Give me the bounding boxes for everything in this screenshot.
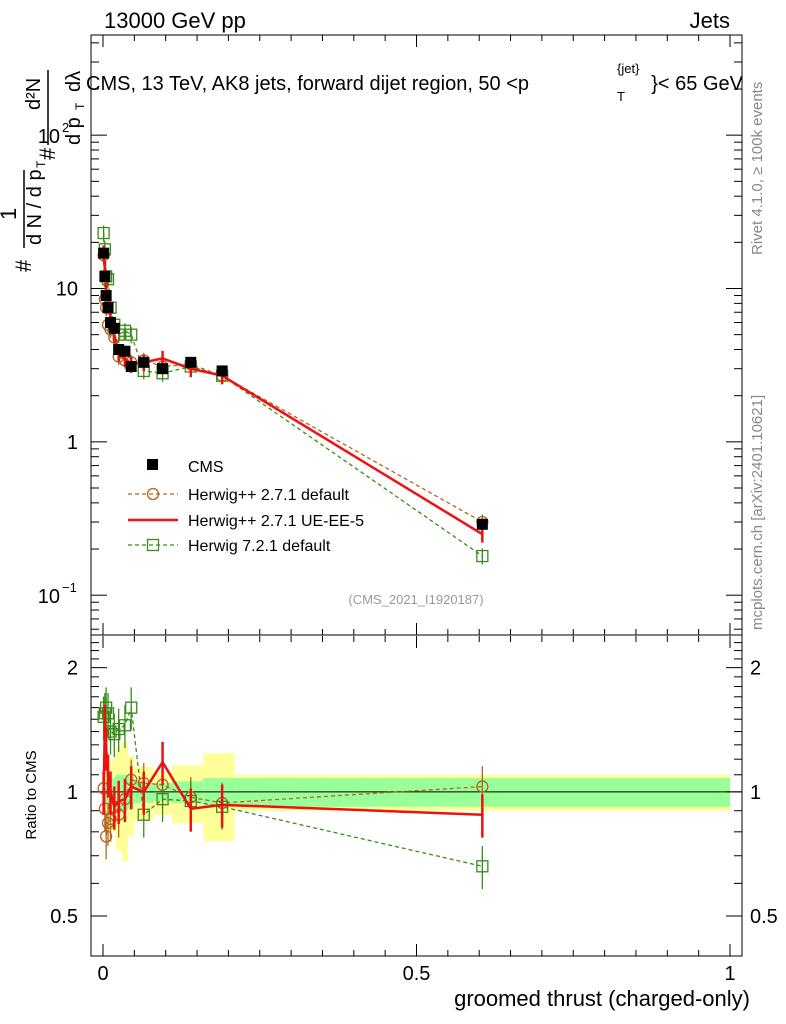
y-axis-label-ratio: Ratio to CMS xyxy=(23,750,40,839)
ratio-point-herwig7 xyxy=(125,701,138,714)
x-tick-label: 0 xyxy=(97,963,108,985)
svg-text:dλ: dλ xyxy=(63,71,85,92)
ratio-point-herwig7 xyxy=(112,722,125,736)
plot-title-sub: T xyxy=(617,89,625,104)
y-tick-label-exponent: 2 xyxy=(62,120,69,135)
ratio-point-herwig_default xyxy=(476,780,489,793)
legend-label-herwig-default: Herwig++ 2.7.1 default xyxy=(188,487,350,504)
legend-label-herwig-ueee5: Herwig++ 2.7.1 UE-EE-5 xyxy=(188,513,364,530)
legend-label-herwig7: Herwig 7.2.1 default xyxy=(188,538,331,555)
legend-marker-cms xyxy=(147,459,158,470)
point-herwig7 xyxy=(97,226,110,240)
point-cms xyxy=(216,365,228,377)
svg-text:1: 1 xyxy=(0,208,21,220)
point-cms xyxy=(102,302,114,314)
ratio-y-tick-label: 1 xyxy=(67,782,78,804)
point-cms xyxy=(185,356,197,368)
analysis-id: (CMS_2021_I1920187) xyxy=(348,592,483,607)
series-line-herwig_default xyxy=(102,255,483,523)
point-cms xyxy=(125,361,137,373)
ratio-y-tick-label-right: 1 xyxy=(750,782,761,804)
point-cms xyxy=(138,356,150,368)
point-cms xyxy=(100,290,112,302)
svg-text:d²N: d²N xyxy=(23,78,45,110)
mcplots-label: mcplots.cern.ch [arXiv:2401.10621] xyxy=(749,395,766,630)
legend: CMS Herwig++ 2.7.1 default Herwig++ 2.7.… xyxy=(128,459,364,555)
svg-text:T: T xyxy=(34,160,48,168)
y-tick-label-exp: 10 xyxy=(38,126,60,148)
ratio-point-herwig7 xyxy=(156,793,169,806)
point-cms xyxy=(108,322,120,334)
y-axis-label-main: # 1 d N / d p T # d²N d p T dλ xyxy=(0,70,87,272)
point-herwig7 xyxy=(125,328,138,341)
point-cms xyxy=(98,247,110,259)
rivet-label: Rivet 4.1.0, ≥ 100k events xyxy=(749,82,766,255)
svg-text:#: # xyxy=(11,259,36,272)
point-cms xyxy=(105,317,117,329)
ratio-point-herwig7 xyxy=(476,860,489,873)
point-herwig7 xyxy=(476,549,489,563)
legend-label-cms: CMS xyxy=(188,459,224,476)
main-series xyxy=(97,225,489,565)
x-tick-label: 0.5 xyxy=(403,963,431,985)
svg-text:T: T xyxy=(73,102,87,110)
x-tick-label: 1 xyxy=(724,963,735,985)
y-tick-label-exponent: −1 xyxy=(62,580,77,595)
ratio-series xyxy=(97,687,489,890)
ratio-y-tick-label-right: 0.5 xyxy=(750,906,778,928)
plot-title-sup: {jet} xyxy=(617,61,640,76)
svg-text:d N / d p: d N / d p xyxy=(24,169,46,245)
ratio-y-tick-label: 2 xyxy=(67,658,78,680)
svg-text:d p: d p xyxy=(63,117,85,145)
point-cms xyxy=(157,363,169,375)
plot-title: CMS, 13 TeV, AK8 jets, forward dijet reg… xyxy=(86,73,529,95)
svg-text:#: # xyxy=(35,147,60,160)
ratio-band-inner xyxy=(110,778,116,807)
energy-label: 13000 GeV pp xyxy=(104,8,246,33)
point-cms xyxy=(99,270,111,282)
y-tick-label: 10 xyxy=(56,279,78,301)
y-tick-label: 1 xyxy=(67,432,78,454)
ratio-point-herwig7 xyxy=(97,710,110,723)
ratio-point-herwig7 xyxy=(118,719,132,732)
legend-marker-herwig-default xyxy=(146,487,160,501)
point-cms xyxy=(113,344,125,356)
legend-marker-herwig7 xyxy=(146,538,160,552)
ratio-y-tick-label: 0.5 xyxy=(50,906,78,928)
ratio-point-herwig_default xyxy=(99,830,113,843)
ratio-bands xyxy=(91,742,742,861)
point-cms xyxy=(476,518,488,530)
series-line-herwig7 xyxy=(102,232,483,557)
ratio-point-herwig7 xyxy=(101,707,115,720)
ratio-y-tick-label-right: 2 xyxy=(750,658,761,680)
plot-title-end: }< 65 GeV xyxy=(651,73,743,95)
x-axis-label: groomed thrust (charged-only) xyxy=(454,986,750,1011)
point-cms xyxy=(119,345,131,357)
category-label: Jets xyxy=(690,8,730,33)
y-tick-label-exp: 10 xyxy=(38,586,60,608)
